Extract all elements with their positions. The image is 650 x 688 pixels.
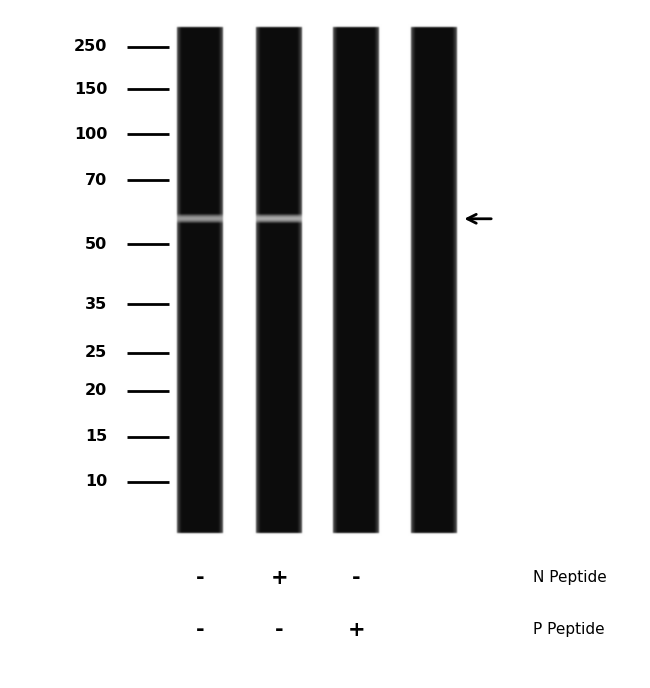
Text: 15: 15 xyxy=(85,429,107,444)
Text: P Peptide: P Peptide xyxy=(533,622,604,637)
Text: N Peptide: N Peptide xyxy=(533,570,606,585)
Text: 150: 150 xyxy=(74,82,107,97)
Text: -: - xyxy=(352,568,361,588)
Text: 10: 10 xyxy=(85,474,107,489)
Text: 50: 50 xyxy=(85,237,107,252)
Text: 25: 25 xyxy=(85,345,107,361)
Text: 250: 250 xyxy=(74,39,107,54)
Text: 100: 100 xyxy=(74,127,107,142)
Text: +: + xyxy=(270,568,289,588)
Text: 70: 70 xyxy=(85,173,107,188)
Text: -: - xyxy=(196,568,205,588)
Text: -: - xyxy=(275,619,284,640)
Text: +: + xyxy=(347,619,365,640)
Text: 35: 35 xyxy=(85,297,107,312)
Text: 20: 20 xyxy=(85,383,107,398)
Text: -: - xyxy=(196,619,205,640)
